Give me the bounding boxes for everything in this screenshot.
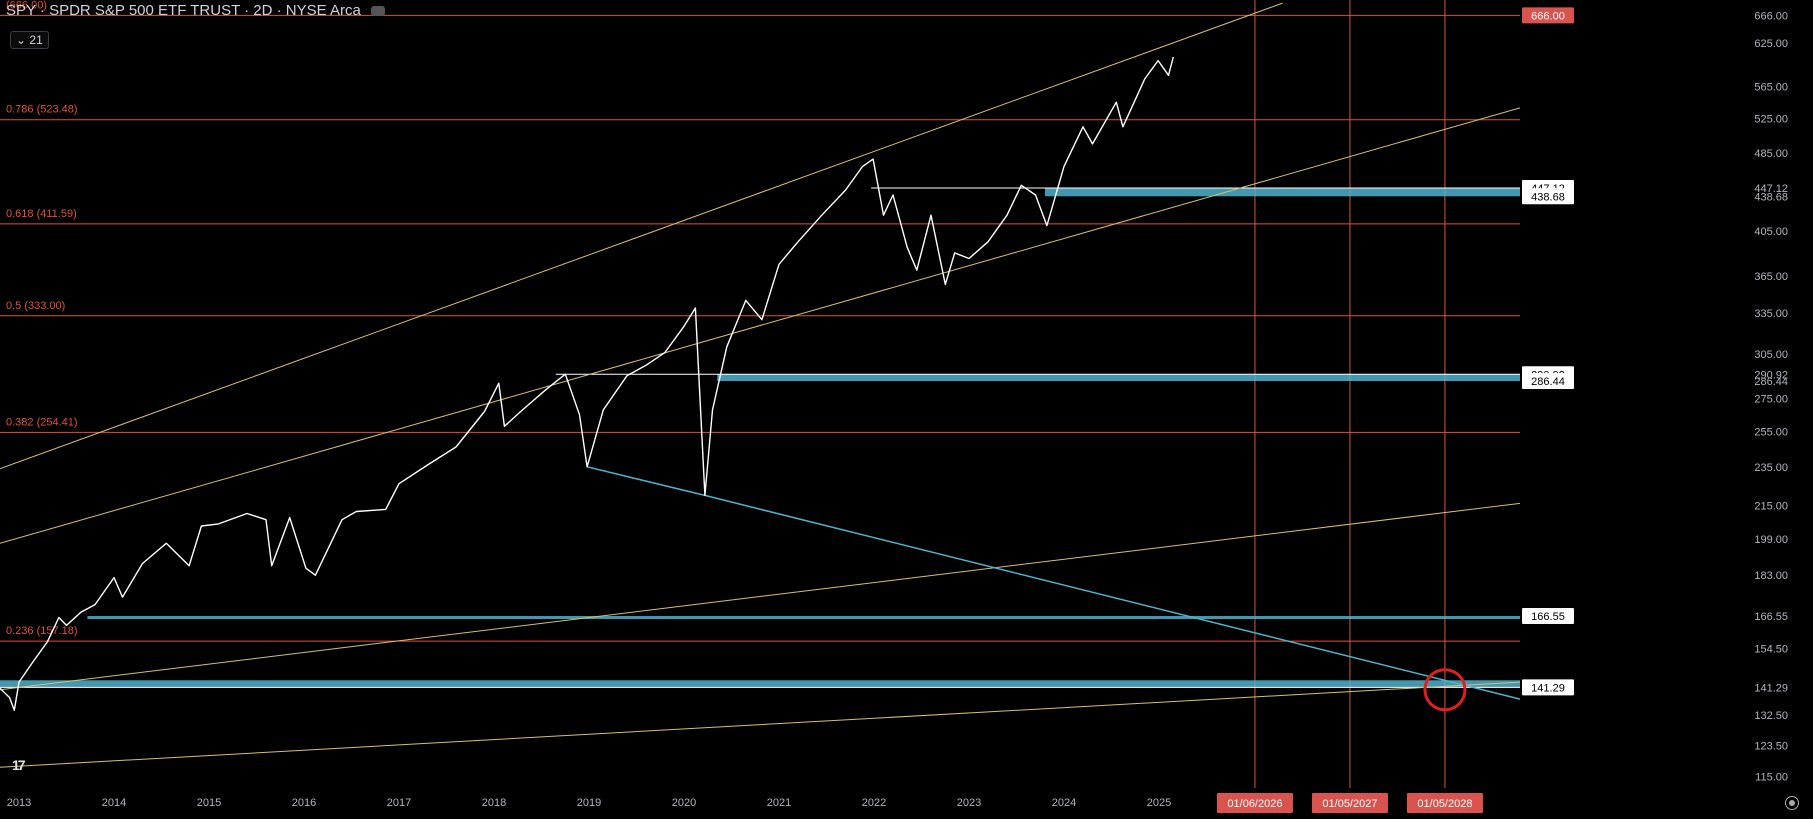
price-tag[interactable]: [1522, 188, 1574, 205]
time-axis-tick-label: 2016: [292, 797, 316, 809]
price-axis-tick-label: 666.00: [1754, 10, 1788, 22]
price-axis-tick-label: 305.00: [1754, 349, 1788, 361]
time-axis-tick-label: 2015: [197, 797, 221, 809]
price-axis-tick-label: 255.00: [1754, 426, 1788, 438]
support-zone[interactable]: [87, 616, 1520, 620]
interval-value: 21: [29, 33, 43, 47]
date-badge-label: 01/06/2026: [1227, 798, 1282, 810]
time-axis-tick-label: 2018: [482, 797, 506, 809]
price-axis-tick-label: 625.00: [1754, 38, 1788, 50]
fib-level-label: (666.00): [6, 0, 47, 11]
date-badge[interactable]: [1311, 793, 1388, 813]
time-axis-tick-label: 2024: [1052, 797, 1076, 809]
price-tag[interactable]: [1522, 373, 1574, 390]
time-axis-tick-label: 2021: [767, 797, 791, 809]
price-axis-tick-label: 286.44: [1754, 376, 1788, 388]
price-tag-label: 438.68: [1531, 191, 1565, 203]
tradingview-logo-icon: 17: [12, 757, 26, 773]
price-axis-tick-label: 235.00: [1754, 462, 1788, 474]
time-axis-tick-label: 2017: [387, 797, 411, 809]
price-axis-tick-label: 199.00: [1754, 534, 1788, 546]
highlight-circle[interactable]: [1423, 668, 1467, 712]
trend-line[interactable]: [0, 107, 1521, 544]
price-tag-label: 286.44: [1531, 376, 1565, 388]
price-axis-tick-label: 485.00: [1754, 148, 1788, 160]
time-axis-tick-label: 2025: [1147, 797, 1171, 809]
support-zone[interactable]: [0, 680, 1520, 688]
time-axis-tick-label: 2022: [862, 797, 886, 809]
price-axis-tick-label: 154.50: [1754, 644, 1788, 656]
symbol-title-text: SPY · SPDR S&P 500 ETF TRUST · 2D · NYSE…: [6, 2, 361, 19]
price-axis-tick-label: 166.55: [1754, 611, 1788, 623]
fib-level-label: 0.618 (411.59): [6, 208, 77, 220]
eye-icon[interactable]: [370, 6, 385, 17]
price-axis-tick-label: 115.00: [1755, 772, 1788, 784]
price-tag-label: 141.29: [1531, 682, 1565, 694]
price-tag[interactable]: [1522, 608, 1574, 625]
price-axis-tick-label: 565.00: [1754, 82, 1788, 94]
downtrend-line[interactable]: [704, 494, 1521, 700]
price-axis-tick-label: 438.68: [1754, 191, 1788, 203]
price-axis-tick-label: 525.00: [1754, 113, 1788, 125]
time-axis-tick-label: 2019: [577, 797, 601, 809]
date-badge[interactable]: [1406, 793, 1483, 813]
price-axis-tick-label: 447.12: [1754, 183, 1788, 195]
price-axis-tick-label: 405.00: [1754, 226, 1788, 238]
date-badge[interactable]: [1216, 793, 1293, 813]
price-axis-tick-label: 123.50: [1754, 741, 1788, 753]
price-axis-tick-label: 365.00: [1754, 271, 1788, 283]
price-axis-tick-label: 275.00: [1754, 394, 1788, 406]
date-badge-label: 01/05/2027: [1322, 798, 1377, 810]
time-axis-tick-label: 2023: [957, 797, 981, 809]
price-axis-tick-label: 335.00: [1754, 308, 1788, 320]
trend-line[interactable]: [0, 2, 1283, 470]
interval-selector[interactable]: ⌄ 21: [10, 31, 49, 49]
time-axis-tick-label: 2014: [102, 797, 126, 809]
price-axis-tick-label: 215.00: [1754, 500, 1788, 512]
price-tag-label: 666.00: [1531, 10, 1565, 22]
trend-line[interactable]: [0, 502, 1521, 691]
fib-level-label: 0.236 (157.18): [6, 625, 78, 637]
time-axis-tick-label: 2020: [672, 797, 696, 809]
price-axis-tick-label: 132.50: [1754, 710, 1788, 722]
fib-level-label: 0.786 (523.48): [6, 104, 78, 116]
price-axis-tick-label: 183.00: [1754, 570, 1788, 582]
fib-level-label: 0.5 (333.00): [6, 300, 65, 312]
price-series-line[interactable]: [0, 56, 1174, 711]
date-badge-label: 01/05/2028: [1417, 798, 1472, 810]
settings-icon[interactable]: [1785, 796, 1799, 810]
support-zone[interactable]: [717, 374, 1520, 382]
time-axis-tick-label: 2013: [7, 797, 31, 809]
price-tag[interactable]: [1522, 7, 1574, 24]
fib-level-label: 0.382 (254.41): [6, 416, 78, 428]
trend-line[interactable]: [0, 681, 1521, 768]
symbol-title[interactable]: SPY · SPDR S&P 500 ETF TRUST · 2D · NYSE…: [6, 2, 385, 19]
price-axis-tick-label: 141.29: [1754, 682, 1788, 694]
support-zone[interactable]: [1045, 188, 1520, 197]
downtrend-line[interactable]: [586, 466, 706, 497]
price-axis-tick-label: 290.92: [1754, 369, 1788, 381]
price-tag[interactable]: [1522, 679, 1574, 696]
price-tag-label: 166.55: [1531, 611, 1565, 623]
